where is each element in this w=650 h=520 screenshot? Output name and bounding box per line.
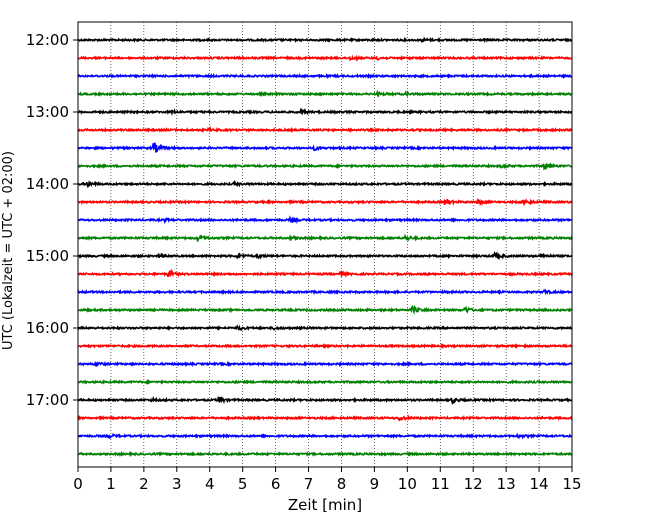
trace-1600 [77, 324, 573, 332]
x-tick-label: 12 [464, 475, 483, 493]
x-tick-label: 14 [530, 475, 549, 493]
y-axis: 12:00 13:00 14:00 15:00 16:00 17:00 [26, 31, 78, 409]
trace-1245 [77, 89, 573, 98]
y-tick-label: 15:00 [26, 247, 69, 265]
trace-1215 [77, 54, 573, 62]
y-tick-label: 17:00 [26, 391, 69, 409]
y-axis-label: UTC (Lokalzeit = UTC + 02:00) [1, 151, 16, 350]
trace-1715 [77, 414, 573, 422]
trace-1315 [77, 125, 573, 134]
x-tick-label: 4 [205, 475, 215, 493]
trace-1430 [77, 215, 573, 225]
x-tick-label: 2 [139, 475, 149, 493]
trace-1615 [77, 342, 573, 350]
x-tick-label: 0 [73, 475, 83, 493]
trace-1730 [77, 432, 573, 440]
y-tick-label: 14:00 [26, 175, 69, 193]
x-tick-label: 5 [238, 475, 248, 493]
trace-1445 [77, 233, 573, 242]
y-tick-label: 12:00 [26, 31, 69, 49]
plot-frame [77, 21, 573, 468]
trace-1630 [77, 360, 573, 368]
trace-1545 [78, 304, 573, 316]
trace-1330 [77, 142, 573, 153]
x-tick-label: 9 [370, 475, 380, 493]
trace-1345 [77, 161, 573, 171]
trace-1515 [77, 268, 573, 278]
trace-1300 [77, 107, 573, 117]
trace-1530 [77, 288, 573, 296]
trace-1415 [77, 198, 573, 207]
x-tick-label: 8 [337, 475, 347, 493]
x-tick-label: 6 [271, 475, 281, 493]
x-tick-label: 3 [172, 475, 182, 493]
x-tick-label: 13 [497, 475, 516, 493]
x-tick-label: 11 [431, 475, 450, 493]
x-tick-label: 1 [106, 475, 116, 493]
traces-layer [77, 36, 573, 458]
trace-1500 [77, 250, 573, 261]
trace-1700 [77, 395, 573, 406]
trace-1200 [77, 36, 573, 44]
x-tick-label: 7 [304, 475, 314, 493]
y-tick-label: 16:00 [26, 319, 69, 337]
y-tick-label: 13:00 [26, 103, 69, 121]
x-tick-label: 15 [562, 475, 581, 493]
trace-1230 [77, 72, 573, 80]
grid-layer [110, 22, 540, 467]
x-tick-label: 10 [398, 475, 417, 493]
trace-1400 [77, 179, 573, 189]
x-axis-label: Zeit [min] [288, 496, 362, 514]
x-axis: 0 1 2 3 4 5 6 7 8 9 10 11 12 13 14 15 [73, 467, 582, 493]
trace-1745 [77, 450, 573, 458]
trace-1645 [77, 378, 573, 386]
